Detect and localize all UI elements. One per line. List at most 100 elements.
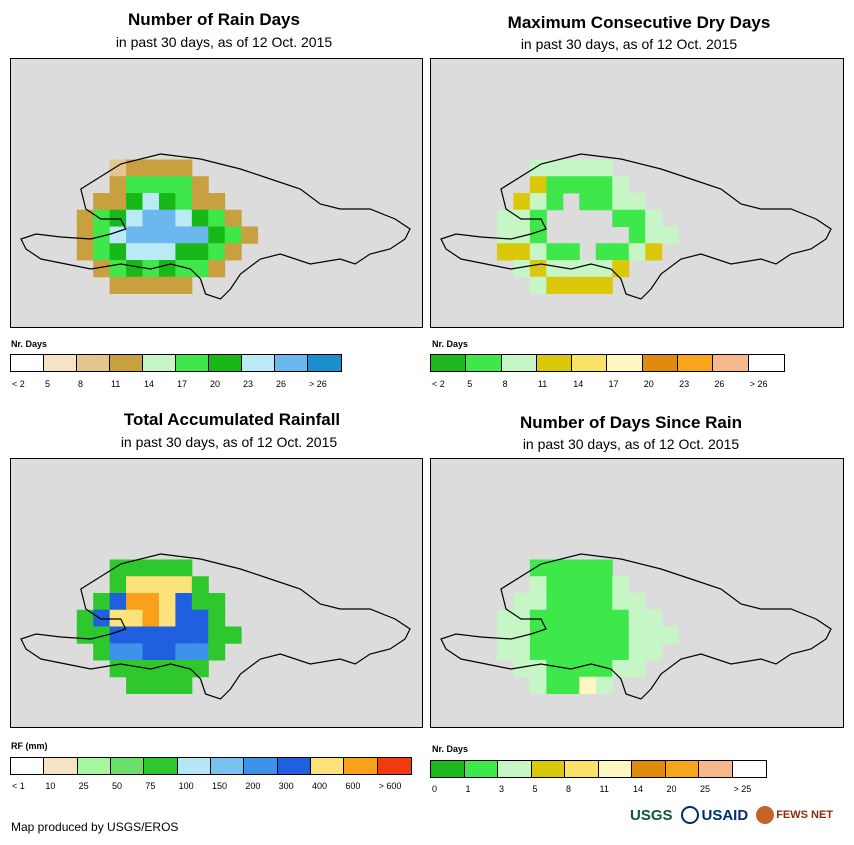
grid-cell — [579, 626, 597, 644]
grid-cell — [496, 609, 514, 627]
map-credit: Map produced by USGS/EROS — [11, 820, 179, 834]
grid-cell — [496, 243, 514, 261]
legend-swatch — [748, 355, 784, 371]
grid-cell — [93, 243, 111, 261]
legend-swatch — [678, 355, 714, 371]
legend-swatch — [632, 761, 666, 777]
legend-tick-label: > 25 — [733, 784, 752, 794]
grid-cell — [126, 226, 144, 244]
map-days-since-rain — [430, 458, 844, 728]
grid-cell — [109, 260, 127, 278]
grid-cell — [175, 576, 193, 594]
island-outline — [20, 553, 411, 700]
grid-cell — [579, 176, 597, 194]
legend-tick-label: 150 — [212, 781, 228, 791]
grid-cell — [628, 593, 646, 611]
grid-cell — [109, 593, 127, 611]
legend-swatch — [176, 355, 209, 371]
grid-cell — [191, 643, 209, 661]
legend-tick-label: 5 — [467, 379, 473, 389]
legend-tick-label: 23 — [243, 379, 254, 389]
grid-cell — [595, 593, 613, 611]
grid-cell — [93, 643, 111, 661]
legend-swatch — [464, 761, 498, 777]
grid-cell — [208, 260, 226, 278]
legend-colorbar — [430, 760, 767, 778]
grid-cell — [595, 276, 613, 294]
grid-cell — [612, 243, 630, 261]
legend-tick-label: 10 — [45, 781, 56, 791]
grid-cell — [158, 276, 176, 294]
grid-cell — [224, 226, 242, 244]
grid-cell — [191, 243, 209, 261]
grid-cell — [546, 176, 564, 194]
grid-cell — [158, 176, 176, 194]
grid-cell — [513, 193, 531, 211]
grid-cell — [208, 243, 226, 261]
grid-cell — [109, 176, 127, 194]
grid-cell — [158, 609, 176, 627]
legend-swatch — [210, 758, 245, 774]
grid-cell — [126, 609, 144, 627]
legend-tick-label: 20 — [666, 784, 677, 794]
grid-cell — [158, 209, 176, 227]
grid-cell — [645, 643, 663, 661]
legend-swatch — [344, 758, 378, 774]
legend-colorbar — [430, 354, 785, 372]
grid-cell — [224, 626, 242, 644]
grid-cell — [142, 176, 160, 194]
legend-swatch — [44, 355, 77, 371]
grid-cell — [126, 559, 144, 577]
grid-cell — [142, 276, 160, 294]
grid-cell — [546, 243, 564, 261]
grid-cell — [628, 226, 646, 244]
panel-subtitle: in past 30 days, as of 12 Oct. 2015 — [520, 36, 738, 52]
legend-swatch — [531, 761, 565, 777]
grid-cell — [208, 593, 226, 611]
grid-cell — [579, 609, 597, 627]
grid-cell — [595, 576, 613, 594]
grid-cell — [76, 609, 94, 627]
legend-swatch — [431, 355, 467, 371]
legend-colorbar — [10, 757, 412, 775]
grid-cell — [529, 576, 547, 594]
legend-tick-labels: < 2 5 8 11 14 17 20 23 26 > 26 — [10, 379, 350, 391]
legend-swatch — [110, 355, 143, 371]
grid-cell — [546, 660, 564, 678]
legend-tick-label: < 1 — [12, 781, 25, 791]
map-svg — [20, 553, 411, 700]
legend-tick-label: 14 — [573, 379, 584, 389]
grid-cell — [546, 609, 564, 627]
grid-cell — [562, 593, 580, 611]
grid-cell — [529, 260, 547, 278]
usgs-logo: USGS — [630, 806, 673, 824]
grid-cell — [546, 276, 564, 294]
grid-cell — [126, 626, 144, 644]
legend-tick-label: 300 — [278, 781, 294, 791]
grid-cell — [529, 226, 547, 244]
grid-cell — [158, 593, 176, 611]
legend-swatch — [144, 758, 178, 774]
grid-cell — [93, 193, 111, 211]
grid-cell — [628, 643, 646, 661]
grid-cell — [208, 643, 226, 661]
grid-cell — [579, 643, 597, 661]
grid-cell — [175, 209, 193, 227]
panel-title: Number of Rain Days — [128, 10, 300, 29]
grid-cell — [595, 243, 613, 261]
legend-tick-label: 50 — [112, 781, 123, 791]
grid-cell — [579, 276, 597, 294]
grid-cell — [612, 193, 630, 211]
grid-cell — [93, 593, 111, 611]
grid-cell — [158, 226, 176, 244]
grid-cell — [645, 609, 663, 627]
grid-cell — [126, 660, 144, 678]
legend-tick-label: 8 — [566, 784, 572, 794]
grid-cell — [158, 159, 176, 177]
legend-swatch — [77, 355, 110, 371]
grid-cell — [595, 159, 613, 177]
grid-cell — [224, 243, 242, 261]
grid-cell — [628, 243, 646, 261]
map-accumulated-rainfall — [10, 458, 423, 728]
grid-cell — [612, 660, 630, 678]
